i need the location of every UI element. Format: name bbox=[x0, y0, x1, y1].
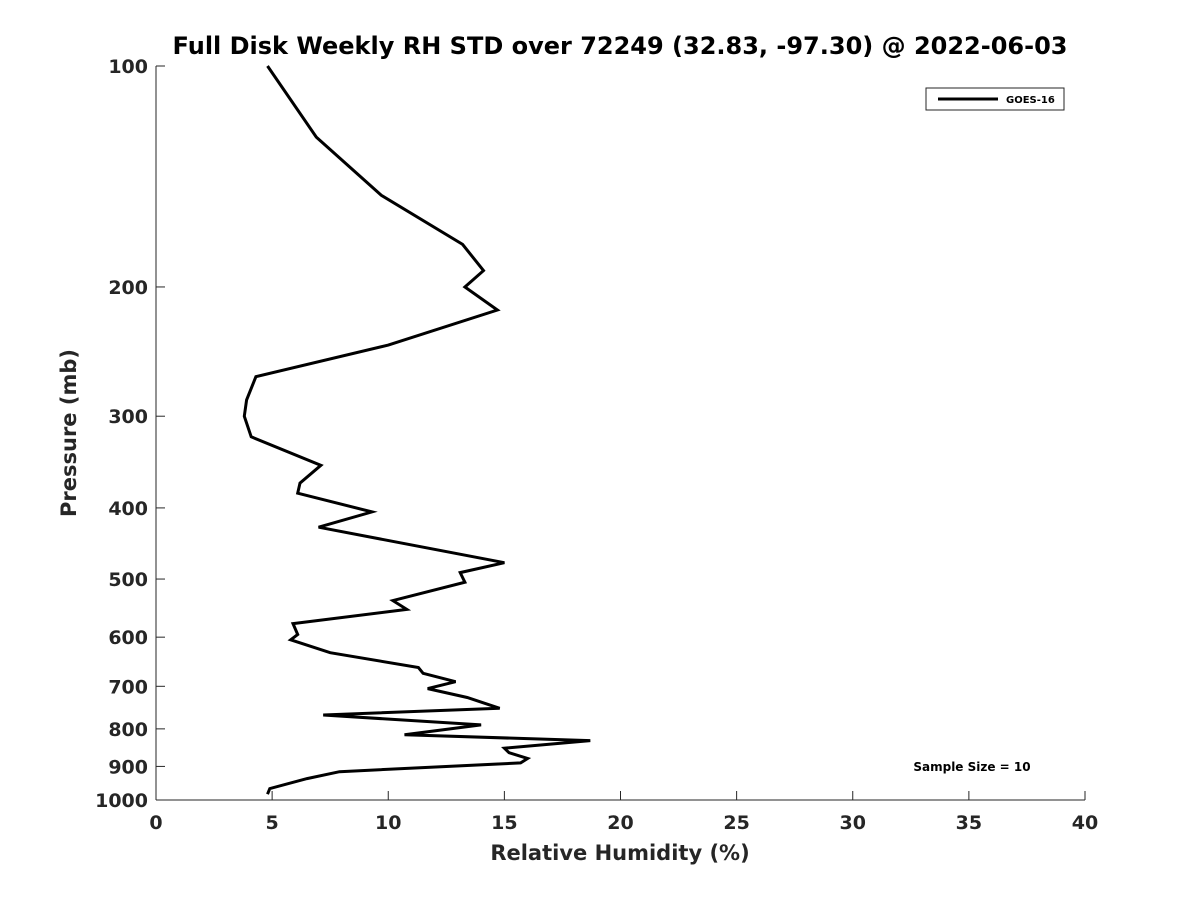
x-tick-label: 20 bbox=[607, 812, 633, 834]
sample-size-annotation: Sample Size = 10 bbox=[913, 760, 1030, 774]
x-tick-label: 30 bbox=[840, 812, 866, 834]
x-tick-label: 35 bbox=[956, 812, 982, 834]
plot-area: 0 5 10 15 20 25 30 35 40 100 200 300 400 500 600 700 80… bbox=[95, 56, 1098, 834]
x-tick-label: 5 bbox=[266, 812, 279, 834]
x-tick-label: 25 bbox=[723, 812, 749, 834]
x-tick-label: 15 bbox=[491, 812, 517, 834]
x-tick-label: 0 bbox=[149, 812, 162, 834]
legend: GOES-16 bbox=[925, 87, 1065, 111]
y-tick-label: 300 bbox=[108, 406, 148, 428]
x-tick-label: 40 bbox=[1072, 812, 1098, 834]
y-axis-label: Pressure (mb) bbox=[57, 349, 81, 517]
y-tick-label: 1000 bbox=[95, 790, 148, 812]
y-tick-label: 200 bbox=[108, 277, 148, 299]
y-tick-label: 400 bbox=[108, 498, 148, 520]
series-line-goes16 bbox=[242, 65, 591, 795]
legend-label-goes16: GOES-16 bbox=[1006, 95, 1055, 106]
y-tick-label: 500 bbox=[108, 569, 148, 591]
y-tick-label: 700 bbox=[108, 676, 148, 698]
y-tick-label: 600 bbox=[108, 627, 148, 649]
y-axis-ticks: 100 200 300 400 500 600 700 800 900 1000 bbox=[95, 56, 165, 812]
x-tick-label: 10 bbox=[375, 812, 401, 834]
y-tick-label: 900 bbox=[108, 756, 148, 778]
x-axis-ticks: 0 5 10 15 20 25 30 35 40 bbox=[149, 791, 1098, 834]
series-layer bbox=[242, 65, 591, 795]
x-axis-label: Relative Humidity (%) bbox=[490, 841, 749, 865]
chart-title: Full Disk Weekly RH STD over 72249 (32.8… bbox=[173, 32, 1068, 60]
y-tick-label: 100 bbox=[108, 56, 148, 78]
y-tick-label: 800 bbox=[108, 719, 148, 741]
